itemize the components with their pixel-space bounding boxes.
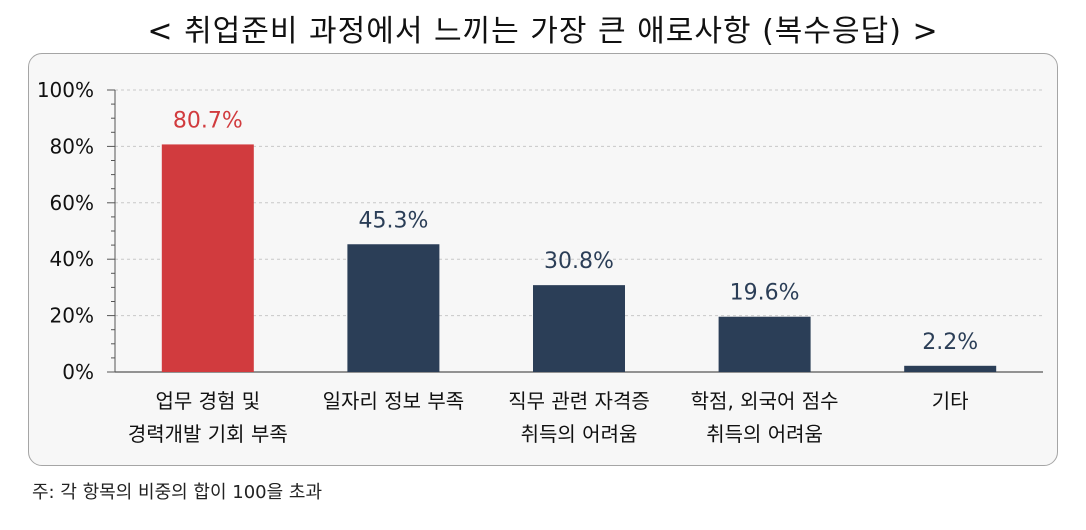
bar	[533, 285, 625, 372]
x-tick-label: 취득의 어려움	[521, 422, 638, 446]
footnote: 주: 각 항목의 비중의 합이 100을 초과	[32, 482, 323, 503]
x-tick-label: 기타	[932, 389, 969, 413]
x-tick-label: 경력개발 기회 부족	[128, 422, 288, 446]
bar	[904, 365, 997, 372]
data-label: 80.7%	[173, 108, 243, 133]
bar	[347, 244, 440, 372]
x-tick-label: 직무 관련 자격증	[508, 389, 650, 413]
x-tick-label: 업무 경험 및	[155, 389, 260, 413]
x-tick-label: 일자리 정보 부족	[323, 389, 465, 413]
bar	[718, 316, 811, 372]
y-tick-label: 20%	[50, 304, 94, 328]
data-label: 19.6%	[730, 281, 800, 306]
data-label: 45.3%	[358, 208, 428, 233]
chart-title: < 취업준비 과정에서 느끼는 가장 큰 애로사항 (복수응답) >	[147, 14, 939, 49]
data-label: 30.8%	[544, 249, 614, 274]
x-tick-label: 학점, 외국어 점수	[691, 389, 839, 413]
y-tick-label: 80%	[50, 134, 94, 158]
y-tick-label: 100%	[37, 78, 94, 102]
data-label: 2.2%	[922, 330, 978, 355]
x-tick-label: 취득의 어려움	[706, 422, 823, 446]
y-tick-label: 40%	[50, 247, 94, 271]
bar	[161, 144, 254, 372]
y-tick-label: 0%	[62, 360, 94, 384]
y-tick-label: 60%	[50, 191, 94, 215]
